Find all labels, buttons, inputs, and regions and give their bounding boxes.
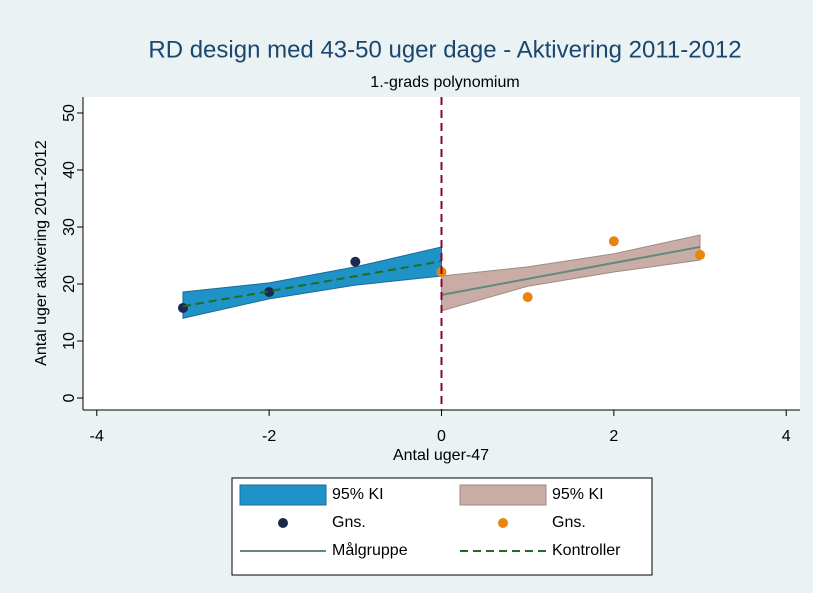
x-axis-label: Antal uger-47 [393, 447, 489, 464]
dot [350, 256, 361, 267]
x-tick-label: 0 [437, 428, 446, 445]
legend-swatch [459, 484, 547, 506]
chart-subtitle: 1.-grads polynomium [370, 74, 519, 91]
dot [608, 236, 619, 247]
legend-swatch [498, 518, 508, 528]
x-tick-label: 4 [782, 428, 791, 445]
dot [522, 292, 533, 303]
legend-label: Målgruppe [332, 541, 408, 559]
dot [177, 302, 188, 313]
x-tick-label: 2 [609, 428, 618, 445]
legend-label: 95% KI [552, 486, 604, 503]
ci-band [441, 234, 701, 312]
fit-line [182, 260, 442, 308]
fit-line [441, 245, 701, 296]
legend-label: Gns. [332, 514, 366, 531]
y-tick-label: 0 [61, 393, 78, 402]
legend [231, 477, 653, 576]
dot [264, 286, 275, 297]
y-axis-label: Antal uger aktivering 2011-2012 [33, 140, 50, 366]
y-tick-label: 50 [61, 104, 78, 122]
x-tick-label: -4 [90, 428, 104, 445]
chart-title: RD design med 43-50 uger dage - Aktiveri… [148, 36, 741, 63]
y-tick-label: 10 [61, 332, 78, 350]
y-tick-label: 20 [61, 275, 78, 293]
x-tick-label: -2 [262, 428, 276, 445]
y-tick-label: 40 [61, 161, 78, 179]
legend-swatch [278, 518, 288, 528]
legend-label: Kontroller [552, 542, 621, 559]
legend-label: 95% KI [332, 486, 384, 503]
legend-swatch [239, 484, 327, 506]
dot [695, 249, 706, 260]
legend-label: Gns. [552, 514, 586, 531]
y-tick-label: 30 [61, 218, 78, 236]
